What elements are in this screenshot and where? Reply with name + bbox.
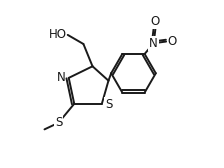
Text: N: N [57, 71, 66, 83]
Text: O: O [151, 15, 160, 28]
Text: O: O [168, 35, 177, 48]
Text: S: S [105, 98, 112, 111]
Text: N: N [149, 37, 158, 50]
Text: S: S [55, 116, 62, 129]
Text: HO: HO [49, 28, 67, 41]
